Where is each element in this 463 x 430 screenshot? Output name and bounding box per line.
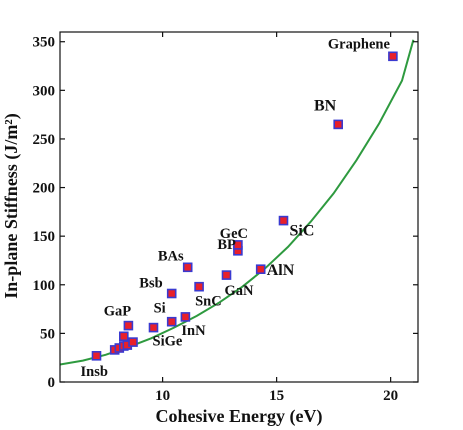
point-label-sic: SiC bbox=[290, 223, 315, 240]
point-label-si: Si bbox=[154, 301, 166, 317]
point-label-gap: GaP bbox=[104, 304, 132, 320]
y-tick-label: 50 bbox=[40, 326, 55, 342]
point-label-inn: InN bbox=[181, 323, 206, 339]
x-tick-label: 20 bbox=[383, 388, 398, 404]
y-axis-title: In-plane Stiffness (J/m²) bbox=[1, 113, 22, 298]
data-point-gec bbox=[233, 240, 243, 250]
y-tick-label: 300 bbox=[33, 83, 56, 99]
data-point-gan bbox=[221, 270, 232, 280]
data-point-sic bbox=[278, 215, 289, 226]
point-label-snc: SnC bbox=[195, 294, 222, 310]
x-axis-title: Cohesive Energy (eV) bbox=[156, 406, 323, 427]
data-point-unlabeled-5 bbox=[128, 337, 138, 347]
point-label-aln: AlN bbox=[267, 262, 295, 279]
data-point-bas bbox=[182, 262, 193, 273]
plot-frame bbox=[59, 31, 419, 383]
point-label-bp: BP bbox=[217, 237, 236, 253]
y-tick-label: 350 bbox=[33, 35, 56, 51]
x-tick-label: 15 bbox=[269, 388, 284, 404]
data-point-inn bbox=[180, 312, 191, 322]
data-point-snc bbox=[194, 281, 204, 292]
data-point-bsb bbox=[166, 288, 177, 299]
data-point-graphene bbox=[388, 51, 398, 62]
data-point-unlabeled-6 bbox=[119, 331, 129, 342]
y-tick-label: 200 bbox=[33, 181, 56, 197]
data-point-si bbox=[166, 316, 177, 327]
point-label-insb: Insb bbox=[81, 364, 108, 380]
y-tick-label: 250 bbox=[33, 132, 56, 148]
data-point-bn bbox=[333, 119, 344, 130]
y-tick-label: 100 bbox=[33, 278, 56, 294]
point-label-gan: GaN bbox=[225, 283, 255, 299]
point-label-bas: BAs bbox=[158, 248, 184, 264]
point-label-gec: GeC bbox=[220, 226, 248, 242]
point-label-bn: BN bbox=[314, 97, 337, 114]
data-point-gap bbox=[123, 320, 134, 331]
point-label-graphene: Graphene bbox=[328, 36, 391, 52]
x-tick-label: 10 bbox=[155, 388, 170, 404]
data-point-sige bbox=[148, 322, 159, 333]
data-point-aln bbox=[255, 264, 266, 275]
y-tick-label: 150 bbox=[33, 229, 56, 245]
data-point-insb bbox=[91, 350, 102, 361]
y-tick-label: 0 bbox=[48, 375, 56, 391]
point-label-bsb: Bsb bbox=[139, 276, 162, 292]
point-label-sige: SiGe bbox=[153, 334, 183, 350]
